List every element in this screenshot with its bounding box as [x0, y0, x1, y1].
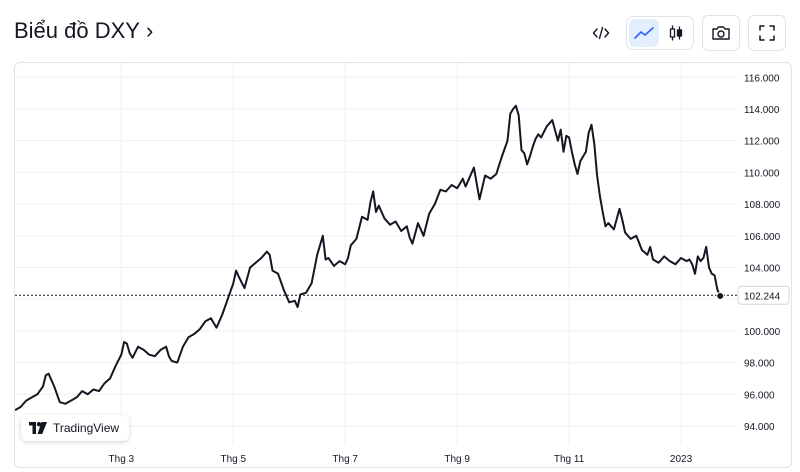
- y-tick-label: 110.000: [744, 168, 780, 179]
- y-tick-label: 100.000: [744, 327, 781, 338]
- y-tick-label: 116.000: [744, 73, 780, 84]
- price-chart: 116.000 114.000 112.000 110.000 108.000 106.0…: [15, 63, 790, 465]
- candlestick-icon: [669, 25, 683, 41]
- tradingview-badge[interactable]: TradingView: [21, 415, 130, 441]
- y-axis: 116.000 114.000 112.000 110.000 108.000 106.0…: [744, 73, 781, 433]
- last-price-label-bg: [737, 285, 790, 305]
- dxy-series-line: [15, 104, 722, 411]
- chevron-right-icon: ›: [145, 18, 154, 43]
- x-axis: Thg 3 Thg 5 Thg 7 Thg 9 Thg 11 2023: [109, 454, 693, 465]
- x-tick-label: Thg 5: [220, 454, 246, 465]
- line-chart-button[interactable]: [629, 19, 659, 47]
- fullscreen-icon: [759, 25, 775, 41]
- grid: [15, 63, 737, 445]
- y-tick-label: 112.000: [744, 137, 780, 148]
- y-tick-label: 114.000: [744, 105, 780, 116]
- chart-style-toggle: [626, 16, 694, 50]
- fullscreen-button[interactable]: [748, 15, 786, 51]
- line-chart-icon: [634, 27, 654, 39]
- x-tick-label: Thg 11: [554, 454, 585, 465]
- embed-icon: [592, 26, 610, 40]
- tradingview-logo-icon: [29, 422, 47, 434]
- tradingview-label: TradingView: [53, 421, 120, 435]
- x-tick-label: Thg 9: [444, 454, 470, 465]
- candlestick-button[interactable]: [661, 19, 691, 47]
- chart-area[interactable]: 116.000 114.000 112.000 110.000 108.000 106.0…: [14, 62, 792, 468]
- embed-button[interactable]: [584, 17, 618, 49]
- x-tick-label: Thg 7: [332, 454, 358, 465]
- y-tick-label: 96.000: [744, 390, 775, 401]
- last-price-label-group: 102.244: [737, 285, 790, 305]
- chart-toolbar: [584, 15, 786, 51]
- last-price-label: 102.244: [744, 291, 781, 302]
- x-tick-label: Thg 3: [109, 454, 135, 465]
- y-tick-label: 108.000: [744, 200, 781, 211]
- chart-title: Biểu đồ DXY: [14, 18, 140, 43]
- y-tick-label: 98.000: [744, 359, 775, 370]
- last-price-marker: [716, 292, 725, 301]
- x-tick-label: 2023: [670, 454, 693, 465]
- camera-icon: [712, 26, 730, 40]
- y-tick-label: 106.000: [744, 232, 781, 243]
- snapshot-button[interactable]: [702, 15, 740, 51]
- chart-title-link[interactable]: Biểu đồ DXY ›: [14, 18, 153, 44]
- y-tick-label: 94.000: [744, 422, 775, 433]
- chart-header: Biểu đồ DXY ›: [0, 0, 800, 62]
- y-tick-label: 104.000: [744, 263, 781, 274]
